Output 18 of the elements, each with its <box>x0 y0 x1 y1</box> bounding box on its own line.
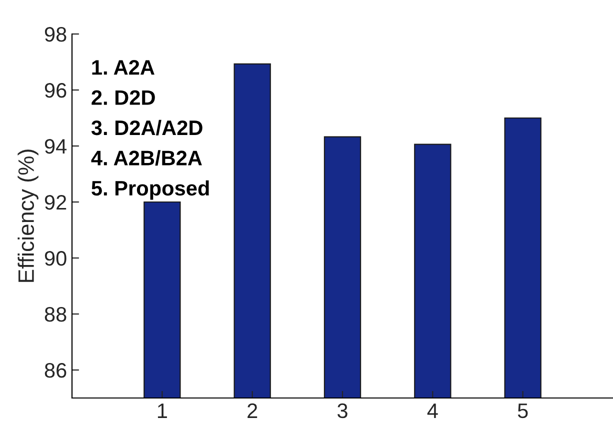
annotation: 4. A2B/B2A <box>91 150 202 166</box>
x-tick-label: 3 <box>338 403 348 418</box>
x-tick-label: 2 <box>248 403 258 418</box>
annotation: 1. A2A <box>92 60 154 75</box>
x-tick-label: 4 <box>427 404 438 418</box>
x-tick-label: 1 <box>158 404 167 418</box>
y-axis-title: Efficiency (%) <box>18 150 38 282</box>
y-tick-label: 90 <box>44 251 66 266</box>
annotation: 3. D2A/A2D <box>91 120 202 136</box>
y-tick-label: 86 <box>44 363 66 378</box>
y-tick-label: 92 <box>44 195 66 210</box>
y-tick-label: 96 <box>44 83 66 98</box>
y-tick-label: 98 <box>44 27 66 42</box>
annotation: 5. Proposed <box>92 180 209 200</box>
x-tick-label: 5 <box>518 404 528 418</box>
annotation: 2. D2D <box>92 90 155 105</box>
y-tick-label: 88 <box>44 307 66 322</box>
y-tick-label: 94 <box>44 139 67 154</box>
